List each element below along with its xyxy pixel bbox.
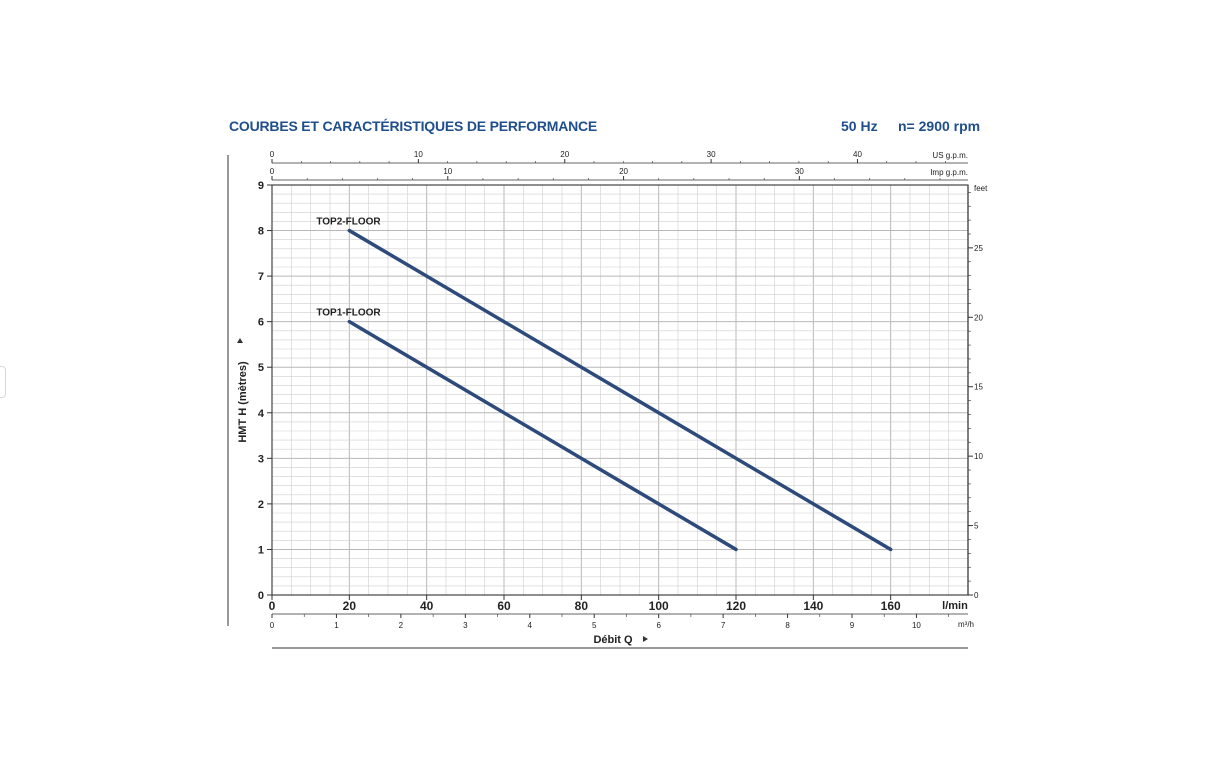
us-gpm-tick-label: 20 [560,150,569,159]
y-tick-label: 9 [258,180,264,192]
y-tick-label: 4 [258,408,265,420]
frequency-label: 50 Hz [841,118,878,134]
imp-gpm-tick-label: 10 [443,167,452,176]
imp-gpm-tick-label: 0 [270,167,275,176]
feet-unit-label: feet [974,184,988,193]
curve-label: TOP2-FLOOR [316,217,381,228]
y-tick-label: 6 [258,317,264,329]
y-tick-label: 1 [258,544,264,556]
us-gpm-tick-label: 40 [853,150,862,159]
curve-label: TOP1-FLOOR [316,308,381,319]
y-tick-label: 3 [258,453,264,465]
m3h-tick-label: 1 [334,621,339,630]
m3h-unit-label: m³/h [958,620,974,629]
x-tick-label: 160 [881,599,901,613]
y-tick-label: 8 [258,226,264,238]
m3h-tick-label: 5 [592,621,597,630]
y-tick-label: 2 [258,499,264,511]
m3h-tick-label: 2 [399,621,404,630]
imp-gpm-tick-label: 20 [619,167,628,176]
y-tick-label: 5 [258,362,264,374]
imp-gpm-tick-label: 30 [795,167,804,176]
edge-tab [0,366,6,398]
m3h-tick-label: 7 [721,621,726,630]
m3h-tick-label: 3 [463,621,468,630]
m3h-tick-label: 8 [785,621,790,630]
feet-tick-label: 0 [974,591,979,600]
feet-tick-label: 20 [974,313,983,322]
m3h-tick-label: 0 [270,621,275,630]
x-unit-label: l/min [942,600,968,612]
feet-tick-label: 25 [974,244,983,253]
us-gpm-tick-label: 30 [707,150,716,159]
imp-gpm-unit-label: Imp g.p.m. [930,168,968,177]
x-tick-label: 40 [420,599,434,613]
y-tick-label: 0 [258,590,264,602]
y-tick-label: 7 [258,271,264,283]
x-axis-arrow-icon [643,636,648,642]
x-tick-label: 60 [497,599,511,613]
x-tick-label: 80 [575,599,589,613]
x-tick-label: 100 [649,599,669,613]
y-axis-arrow-icon [237,338,243,343]
curve-top1-floor [347,319,738,552]
us-gpm-tick-label: 10 [414,150,423,159]
x-tick-label: 20 [343,599,357,613]
m3h-tick-label: 9 [850,621,855,630]
x-tick-label: 140 [803,599,823,613]
x-tick-label: 120 [726,599,746,613]
speed-label: n= 2900 rpm [898,118,981,134]
feet-tick-label: 10 [974,452,983,461]
m3h-tick-label: 6 [656,621,661,630]
x-tick-label: 0 [269,599,276,613]
us-gpm-tick-label: 0 [270,150,275,159]
x-axis-label: Débit Q [593,634,633,646]
m3h-tick-label: 4 [528,621,533,630]
feet-tick-label: 15 [974,383,983,392]
m3h-tick-label: 10 [912,621,921,630]
page-title: COURBES ET CARACTÉRISTIQUES DE PERFORMAN… [229,118,598,134]
feet-tick-label: 5 [974,522,979,531]
y-axis-label: HMT H (mètres) [237,361,249,443]
curve-top2-floor [347,228,893,552]
us-gpm-unit-label: US g.p.m. [932,151,968,160]
